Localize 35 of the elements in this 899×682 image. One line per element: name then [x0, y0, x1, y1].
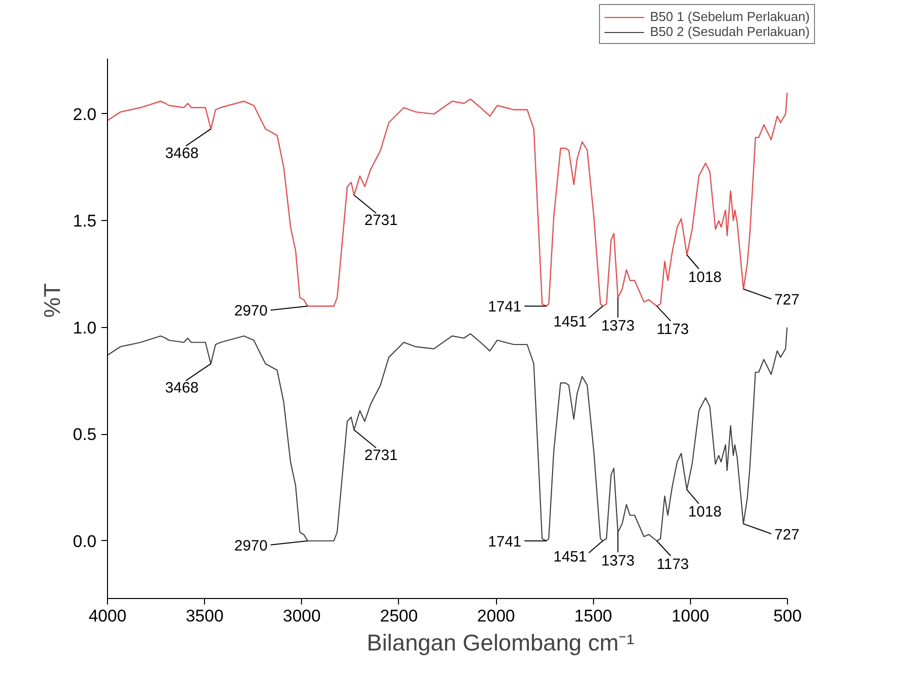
x-tick-label: 1500 — [574, 606, 612, 626]
y-tick-label: 0.5 — [72, 425, 97, 444]
annotation: 1373 — [601, 552, 635, 570]
x-tick-label: 2500 — [380, 606, 418, 626]
y-tick-label: 0.0 — [72, 532, 97, 551]
annotation: 3468 — [165, 380, 199, 397]
y-axis-title: %T — [38, 283, 65, 318]
annotation: 3468 — [165, 144, 199, 162]
annotation: 1741 — [488, 298, 522, 316]
x-axis-title: Bilangan Gelombang cm⁻¹ — [366, 630, 635, 656]
annotation: 1173 — [656, 556, 689, 573]
x-tick-label: 4000 — [88, 606, 126, 626]
annotation: 1451 — [553, 548, 587, 566]
annotation: 2970 — [234, 302, 268, 320]
annotation: 1373 — [601, 318, 635, 335]
y-tick-label: 1.0 — [72, 318, 97, 338]
x-tick-label: 500 — [773, 606, 802, 626]
annotation: 727 — [774, 526, 800, 544]
y-tick-label: 1.5 — [72, 212, 97, 231]
annotation: 727 — [774, 292, 800, 309]
annotation: 1173 — [656, 321, 689, 338]
annotation: 2731 — [364, 212, 398, 230]
annotation: 2970 — [234, 537, 268, 554]
annotation: 2731 — [364, 446, 398, 464]
annotation: 1741 — [488, 533, 522, 550]
x-tick-label: 3000 — [282, 606, 321, 626]
legend-label: B50 1 (Sebelum Perlakuan) — [650, 9, 810, 24]
x-tick-label: 2000 — [477, 606, 515, 626]
x-tick-label: 3500 — [186, 606, 224, 626]
x-tick-label: 1000 — [671, 606, 710, 626]
annotation: 1018 — [688, 504, 722, 521]
y-tick-label: 2.0 — [72, 104, 97, 124]
annotation: 1018 — [688, 268, 722, 286]
annotation: 1451 — [553, 314, 587, 331]
legend-label: B50 2 (Sesudah Perlakuan) — [650, 24, 810, 39]
